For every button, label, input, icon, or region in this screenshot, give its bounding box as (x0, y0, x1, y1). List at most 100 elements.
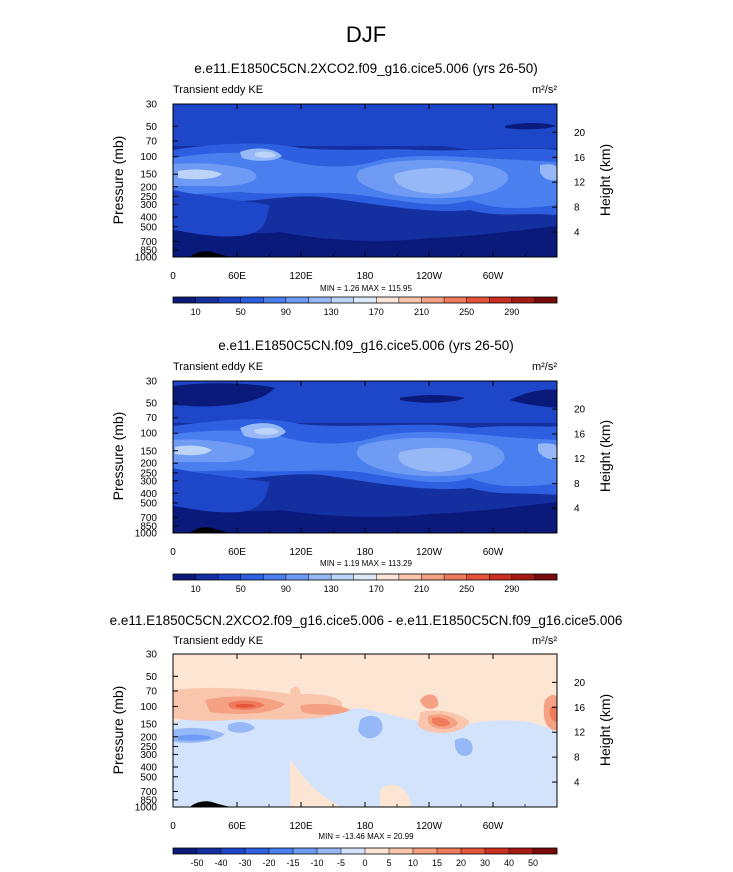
colorbar-swatch (444, 574, 467, 580)
panel-2-title: e.e11.E1850C5CN.f09_g16.cice5.006 (yrs 2… (218, 338, 513, 353)
colorbar-swatch (240, 297, 264, 303)
colorbar-swatch (534, 297, 558, 303)
y-tick-label: 850 (140, 795, 157, 806)
colorbar-label: 170 (369, 307, 384, 317)
colorbar-label: 10 (408, 858, 418, 868)
panel-3-title: e.e11.E1850C5CN.2XCO2.f09_g16.cice5.006 … (110, 613, 623, 628)
y-tick-label: 30 (146, 650, 158, 661)
y-tick-label: 70 (146, 136, 158, 147)
y-tick-label: 500 (140, 498, 157, 509)
y-tick-label: 1000 (135, 529, 158, 540)
x-tick-label: 180 (357, 271, 374, 282)
colorbar-label: -30 (238, 858, 251, 868)
colorbar-swatch (398, 297, 422, 303)
colorbar-label: 15 (432, 858, 442, 868)
x-tick-label: 60W (483, 547, 504, 558)
height-tick-label: 16 (574, 429, 586, 440)
height-tick-label: 4 (574, 504, 580, 515)
height-tick-label: 4 (574, 778, 580, 789)
x-tick-label: 0 (170, 271, 176, 282)
y-tick-label: 1000 (135, 803, 158, 814)
height-tick-label: 8 (574, 203, 580, 214)
panel-2-units: m²/s² (532, 361, 557, 373)
colorbar-swatch (173, 297, 196, 303)
y-tick-label: 250 (140, 468, 157, 479)
colorbar-swatch (173, 848, 198, 854)
colorbar-label: 130 (324, 307, 339, 317)
panel-1-title: e.e11.E1850C5CN.2XCO2.f09_g16.cice5.006 … (194, 61, 537, 76)
colorbar-label: 90 (281, 307, 291, 317)
height-tick-label: 16 (574, 703, 586, 714)
colorbar-frame (172, 296, 558, 304)
colorbar-label: 20 (456, 858, 466, 868)
panel-1-ylabel: Pressure (mb) (110, 136, 126, 225)
y-tick-label: 250 (140, 742, 157, 753)
y-tick-label: 100 (140, 702, 157, 713)
y-tick-label: 50 (146, 399, 158, 410)
colorbar-swatch (341, 848, 366, 854)
height-tick-label: 12 (574, 728, 586, 739)
y-tick-label: 300 (140, 476, 157, 487)
colorbar-swatch (308, 297, 332, 303)
panel-1-units: m²/s² (532, 84, 557, 96)
height-tick-label: 20 (574, 678, 586, 689)
x-tick-label: 60W (483, 821, 504, 832)
colorbar-label: 50 (236, 307, 246, 317)
x-tick-label: 60E (228, 547, 246, 558)
colorbar-swatch (245, 848, 270, 854)
colorbar-swatch (331, 297, 355, 303)
y-tick-label: 70 (146, 413, 158, 424)
panel-2-field (173, 381, 557, 533)
colorbar-swatch (218, 297, 242, 303)
colorbar-label: 10 (191, 307, 201, 317)
panel-1: e.e11.E1850C5CN.2XCO2.f09_g16.cice5.006 … (110, 61, 613, 317)
colorbar-swatch (285, 574, 309, 580)
y-tick-label: 700 (140, 787, 157, 798)
y-tick-label: 850 (140, 245, 157, 256)
colorbar-swatch (444, 297, 467, 303)
y-tick-label: 70 (146, 686, 158, 697)
y-tick-label: 50 (146, 122, 158, 133)
y-tick-label: 400 (140, 763, 157, 774)
colorbar-label: -5 (337, 858, 345, 868)
colorbar-label: 10 (191, 584, 201, 594)
colorbar-label: 170 (369, 584, 384, 594)
colorbar-swatch (489, 297, 513, 303)
colorbar-swatch (218, 574, 242, 580)
y-tick-label: 200 (140, 459, 157, 470)
panel-3-ylabel-right: Height (km) (597, 694, 613, 766)
x-tick-label: 180 (357, 821, 374, 832)
colorbar-label: 0 (362, 858, 367, 868)
colorbar-swatch (461, 848, 486, 854)
colorbar-swatch (509, 848, 534, 854)
height-tick-label: 16 (574, 153, 586, 164)
colorbar-swatch (389, 848, 414, 854)
panel-3-stats: MIN = -13.46 MAX = 20.99 (318, 832, 414, 841)
y-tick-label: 500 (140, 772, 157, 783)
y-tick-label: 1000 (135, 253, 158, 264)
x-tick-label: 120W (416, 271, 443, 282)
y-tick-label: 300 (140, 750, 157, 761)
colorbar-swatch (173, 574, 196, 580)
y-tick-label: 150 (140, 720, 157, 731)
colorbar-swatch (533, 848, 558, 854)
colorbar-label: 50 (236, 584, 246, 594)
colorbar-swatch (269, 848, 294, 854)
x-tick-label: 120E (289, 547, 313, 558)
colorbar-label: 90 (281, 584, 291, 594)
panel-1-ylabel-right: Height (km) (597, 144, 613, 216)
x-tick-label: 120E (289, 821, 313, 832)
panel-3-ylabel: Pressure (mb) (110, 686, 126, 775)
y-tick-label: 150 (140, 170, 157, 181)
figure-title: DJF (346, 22, 386, 47)
height-tick-label: 20 (574, 128, 586, 139)
colorbar-swatch (308, 574, 332, 580)
y-tick-label: 30 (146, 100, 158, 111)
y-tick-label: 100 (140, 152, 157, 163)
colorbar-swatch (353, 297, 377, 303)
panel-2-variable-label: Transient eddy KE (173, 361, 263, 373)
colorbar-swatch (413, 848, 438, 854)
